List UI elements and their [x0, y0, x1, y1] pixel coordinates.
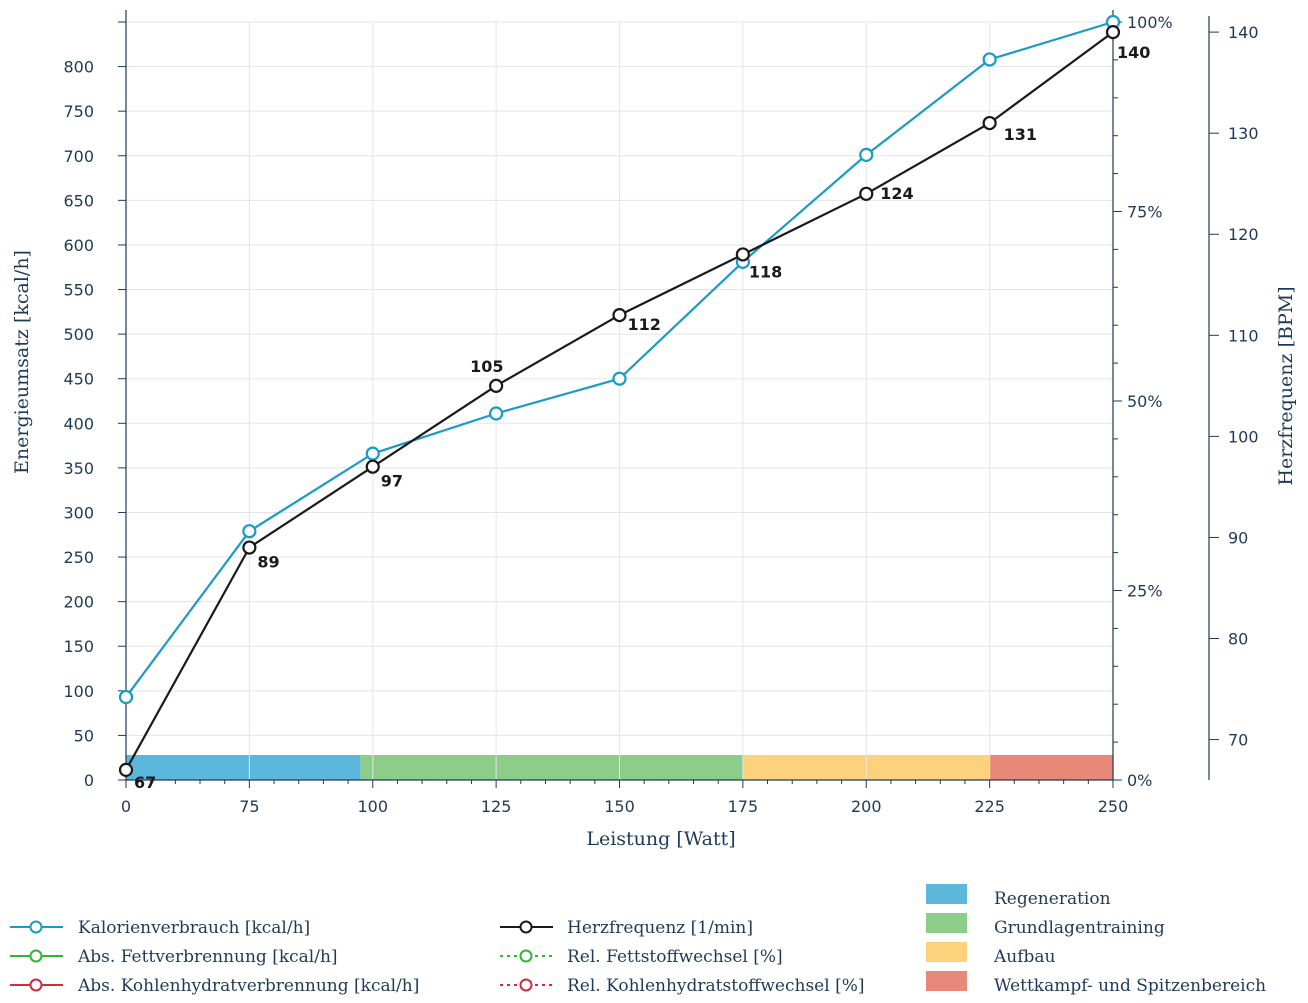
hr-value-label: 97: [381, 472, 403, 491]
y-hr-tick-label: 120: [1228, 225, 1259, 244]
legend-label-1: Kalorienverbrauch [kcal/h]: [78, 918, 310, 938]
legend-label-6: Rel. Kohlenhydratstoffwechsel [%]: [567, 976, 865, 996]
y-left-tick-label: 600: [63, 236, 94, 255]
series-2-point: [242, 540, 257, 555]
hr-value-label: 89: [257, 553, 279, 572]
y-hr-tick-label: 90: [1228, 528, 1248, 547]
x-tick-label: 0: [121, 797, 131, 816]
zone-band-4: [989, 755, 1113, 780]
series-2-point: [735, 247, 750, 262]
legend-zone-swatch-4: [926, 971, 967, 991]
y-hr-tick-label: 80: [1228, 630, 1248, 649]
training-zones: [126, 755, 1113, 780]
series-2-point: [982, 115, 997, 131]
y-hr-tick-label: 110: [1228, 326, 1259, 345]
series-2-point: [859, 186, 874, 201]
legend-label-4: Herzfrequenz [1/min]: [567, 918, 753, 938]
legend-marker-4: [519, 920, 533, 934]
hr-value-label: 118: [749, 262, 782, 281]
x-axis-title: Leistung [Watt]: [586, 828, 735, 850]
y-pct-tick-label: 25%: [1127, 582, 1163, 601]
zone-band-1: [126, 755, 361, 780]
legend-zone-label-1: Regeneration: [994, 889, 1111, 909]
y-hr-tick-label: 100: [1228, 427, 1259, 446]
y-left-tick-label: 150: [63, 637, 94, 656]
hr-value-label: 105: [470, 357, 503, 376]
legend-label-5: Rel. Fettstoffwechsel [%]: [567, 947, 783, 967]
y-left-tick-label: 650: [63, 191, 94, 210]
y-left-tick-label: 250: [63, 548, 94, 567]
series-1-point: [489, 406, 504, 421]
hr-value-label: 112: [628, 315, 661, 334]
y-left-tick-label: 50: [74, 726, 94, 745]
y-pct-tick-label: 75%: [1127, 203, 1163, 222]
x-tick-label: 125: [481, 797, 512, 816]
series-1-point: [859, 147, 874, 162]
data-labels: 67 89 97 105 112 118 124 131 140: [134, 43, 1150, 792]
x-tick-label: 250: [1098, 797, 1129, 816]
y-left-tick-label: 500: [63, 325, 94, 344]
y-left-tick-label: 400: [63, 414, 94, 433]
legend-label-2: Abs. Fettverbrennung [kcal/h]: [77, 947, 338, 967]
series-2-point: [489, 378, 504, 393]
hr-value-label: 131: [1004, 125, 1037, 144]
series-1-point: [118, 689, 134, 705]
legend-zone-swatch-2: [926, 913, 967, 933]
y-pct-tick-label: 0%: [1127, 771, 1152, 790]
series-1-point: [365, 446, 380, 461]
y-left-tick-label: 0: [84, 771, 94, 790]
hr-value-label: 140: [1117, 43, 1150, 62]
y-pct-tick-label: 50%: [1127, 392, 1163, 411]
x-tick-label: 200: [851, 797, 882, 816]
legend-marker-3: [29, 978, 43, 992]
legend-marker-1: [29, 920, 43, 934]
y-hr-tick-label: 130: [1228, 124, 1259, 143]
y-axis-right-title: Herzfrequenz [BPM]: [1275, 286, 1297, 485]
hr-value-label: 67: [134, 773, 156, 792]
legend: Kalorienverbrauch [kcal/h] Abs. Fettverbr…: [10, 884, 1266, 996]
series-2-point: [118, 762, 134, 777]
y-left-tick-label: 450: [63, 370, 94, 389]
series-1-point: [242, 524, 257, 539]
y-hr-tick-label: 140: [1228, 23, 1259, 42]
y-pct-tick-label: 100%: [1127, 13, 1173, 32]
x-tick-label: 100: [357, 797, 388, 816]
series: [118, 14, 1121, 777]
x-tick-label: 75: [239, 797, 259, 816]
legend-marker-6: [519, 978, 533, 992]
series-1-point: [982, 52, 997, 67]
legend-zone-label-4: Wettkampf- und Spitzenbereich: [994, 976, 1266, 996]
hr-value-label: 124: [880, 184, 913, 203]
y-left-tick-label: 750: [63, 102, 94, 121]
series-1-point: [612, 371, 627, 386]
axes: 0 75 100 125 150 175 200 225 250 0 50 100 150 200 250 3…: [63, 10, 1259, 816]
x-tick-label: 175: [728, 797, 759, 816]
legend-zone-swatch-3: [926, 942, 967, 962]
series-2-point: [1105, 25, 1121, 40]
y-left-tick-label: 550: [63, 281, 94, 300]
legend-zone-label-3: Aufbau: [993, 947, 1056, 967]
legend-marker-5: [519, 949, 533, 963]
y-axis-left-title: Energieumsatz [kcal/h]: [11, 250, 33, 474]
legend-label-3: Abs. Kohlenhydratverbrennung [kcal/h]: [77, 976, 419, 996]
zone-band-2: [360, 755, 743, 780]
y-left-tick-label: 100: [63, 682, 94, 701]
y-left-tick-label: 300: [63, 503, 94, 522]
y-left-tick-label: 700: [63, 147, 94, 166]
series-2-point: [612, 307, 627, 323]
x-tick-label: 150: [604, 797, 635, 816]
x-tick-label: 225: [974, 797, 1005, 816]
grid: [126, 21, 1113, 780]
y-left-tick-label: 800: [63, 58, 94, 77]
y-left-tick-label: 200: [63, 593, 94, 612]
legend-zone-label-2: Grundlagentraining: [994, 918, 1165, 938]
legend-marker-2: [29, 949, 43, 963]
legend-zone-swatch-1: [926, 884, 967, 904]
y-left-tick-label: 350: [63, 459, 94, 478]
y-hr-tick-label: 70: [1228, 731, 1248, 750]
series-2-point: [365, 459, 380, 474]
